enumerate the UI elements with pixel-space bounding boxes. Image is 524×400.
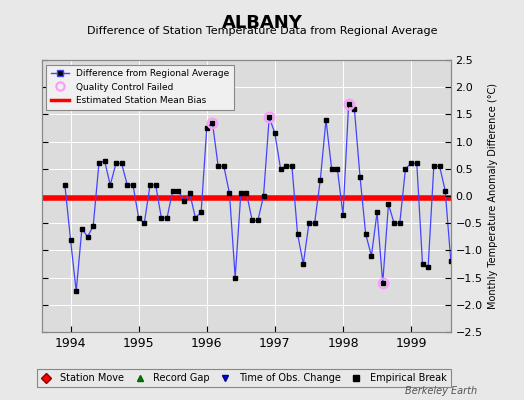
- Text: Difference of Station Temperature Data from Regional Average: Difference of Station Temperature Data f…: [87, 26, 437, 36]
- Y-axis label: Monthly Temperature Anomaly Difference (°C): Monthly Temperature Anomaly Difference (…: [488, 83, 498, 309]
- Legend: Difference from Regional Average, Quality Control Failed, Estimated Station Mean: Difference from Regional Average, Qualit…: [47, 64, 234, 110]
- Legend: Station Move, Record Gap, Time of Obs. Change, Empirical Break: Station Move, Record Gap, Time of Obs. C…: [37, 369, 451, 387]
- Text: Berkeley Earth: Berkeley Earth: [405, 386, 477, 396]
- Text: ALBANY: ALBANY: [222, 14, 302, 32]
